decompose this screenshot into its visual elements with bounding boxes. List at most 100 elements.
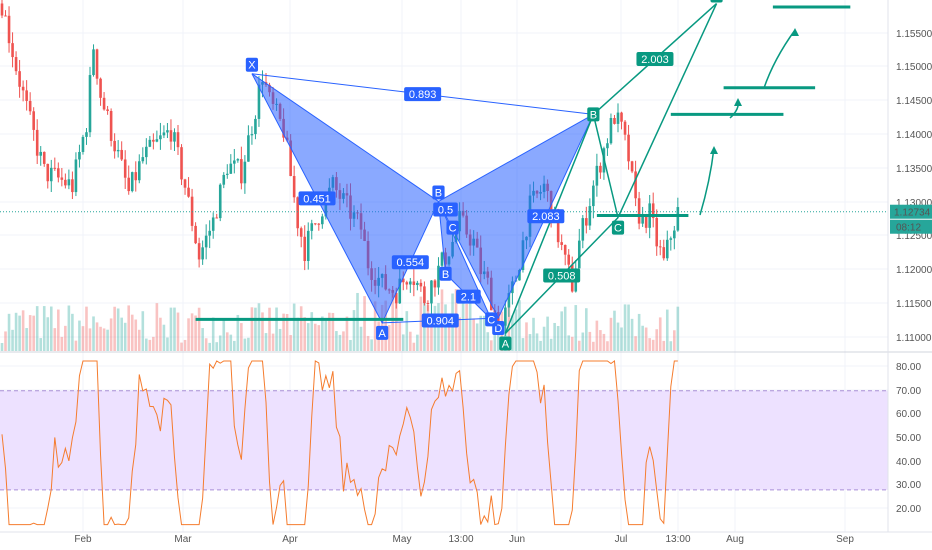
projection-point-d-box xyxy=(710,0,723,3)
y-tick-label: 1.15500 xyxy=(896,29,932,40)
candle-body xyxy=(102,97,106,110)
candle-body xyxy=(518,270,521,281)
volume-bar xyxy=(204,338,208,351)
x-tick-label: Jul xyxy=(615,534,628,545)
rsi-tick-label: 40.00 xyxy=(896,457,921,468)
candle-body xyxy=(127,177,131,192)
volume-bar xyxy=(419,296,423,351)
projection-leg-2 xyxy=(617,3,718,218)
pattern-point-a-box xyxy=(376,325,389,340)
volume-bar xyxy=(225,332,229,351)
volume-bar xyxy=(648,338,651,351)
volume-bar xyxy=(57,309,60,351)
volume-bar xyxy=(472,318,475,351)
candle-body xyxy=(18,71,21,87)
volume-bar xyxy=(28,315,32,351)
candle-body xyxy=(497,312,500,328)
volume-bar xyxy=(240,323,243,351)
candle-body xyxy=(247,135,250,162)
volume-bar xyxy=(613,310,616,351)
y-tick-label: 1.13000 xyxy=(896,198,932,209)
volume-bar xyxy=(106,329,109,351)
candle-body xyxy=(95,49,99,79)
pattern-ratio-3: 0.554 xyxy=(397,257,425,269)
volume-bar xyxy=(493,328,497,351)
projection-point-d: D xyxy=(713,0,721,3)
candle-body xyxy=(194,225,197,244)
candle-body xyxy=(49,167,53,182)
candle-body xyxy=(630,161,634,172)
volume-bar xyxy=(187,318,190,351)
volume-bar xyxy=(331,312,335,351)
volume-bar xyxy=(620,327,623,351)
countdown-tag: 08:12 xyxy=(896,223,921,234)
candle-body xyxy=(595,165,599,186)
volume-bar xyxy=(299,306,303,351)
projection-ratio-0: 2.003 xyxy=(641,54,669,66)
volume-bar xyxy=(363,296,366,351)
volume-bar xyxy=(261,312,264,351)
volume-bar xyxy=(549,338,553,351)
volume-bar xyxy=(155,303,159,351)
projection-point-c-box xyxy=(611,220,625,235)
volume-bar xyxy=(282,313,285,351)
volume-bar xyxy=(243,338,247,351)
volume-bar xyxy=(130,314,134,351)
pattern-point-b2-box xyxy=(587,107,600,122)
pattern-ratio-5-box xyxy=(456,289,481,304)
y-tick-label: 1.12500 xyxy=(896,231,932,242)
volume-bar xyxy=(641,325,644,351)
candle-body xyxy=(507,293,511,308)
pattern-point-c: C xyxy=(449,223,457,235)
volume-bar xyxy=(127,305,131,351)
volume-bar xyxy=(479,315,483,351)
candle-body xyxy=(317,223,321,225)
candle-body xyxy=(437,265,440,288)
volume-bar xyxy=(465,303,468,351)
candle-body xyxy=(257,84,261,119)
candle-body xyxy=(616,112,620,124)
volume-bar xyxy=(85,306,88,351)
volume-bar xyxy=(102,328,106,351)
volume-bar xyxy=(197,307,201,351)
candle-body xyxy=(4,15,7,17)
volume-bar xyxy=(134,319,138,351)
candle-body xyxy=(208,230,211,236)
volume-bar xyxy=(176,312,180,351)
candle-body xyxy=(662,247,666,259)
candle-body xyxy=(440,252,444,266)
pattern-ratio-6-box xyxy=(421,313,459,328)
volume-bar xyxy=(123,322,127,351)
volume-bar xyxy=(673,330,676,351)
projection-point-a-box xyxy=(499,336,512,351)
volume-bar xyxy=(577,340,581,351)
volume-bar xyxy=(599,330,602,351)
volume-bar xyxy=(64,325,67,351)
candle-body xyxy=(57,168,60,178)
candle-body xyxy=(162,132,166,136)
volume-bar xyxy=(201,328,204,351)
projection-leg-1 xyxy=(592,114,619,218)
candle-body xyxy=(71,179,74,193)
rsi-band xyxy=(0,390,888,490)
candle-body xyxy=(32,111,35,130)
candle-body xyxy=(627,134,630,162)
candle-body xyxy=(7,15,11,44)
volume-bar xyxy=(574,305,578,351)
candle-body xyxy=(14,57,18,72)
candle-body xyxy=(85,132,88,137)
projection-point-c: C xyxy=(614,223,622,235)
volume-bar xyxy=(173,307,176,351)
volume-bar xyxy=(475,323,479,351)
volume-bar xyxy=(166,337,169,351)
candle-body xyxy=(669,238,673,240)
candle-body xyxy=(130,172,134,192)
volume-bar xyxy=(405,311,409,351)
x-tick-label: May xyxy=(393,534,412,545)
candle-body xyxy=(25,90,28,101)
volume-bar xyxy=(370,339,373,351)
projection-ratio-1: 0.508 xyxy=(548,271,576,283)
volume-bar xyxy=(655,329,659,351)
volume-bar xyxy=(398,322,402,351)
volume-bar xyxy=(271,333,275,351)
